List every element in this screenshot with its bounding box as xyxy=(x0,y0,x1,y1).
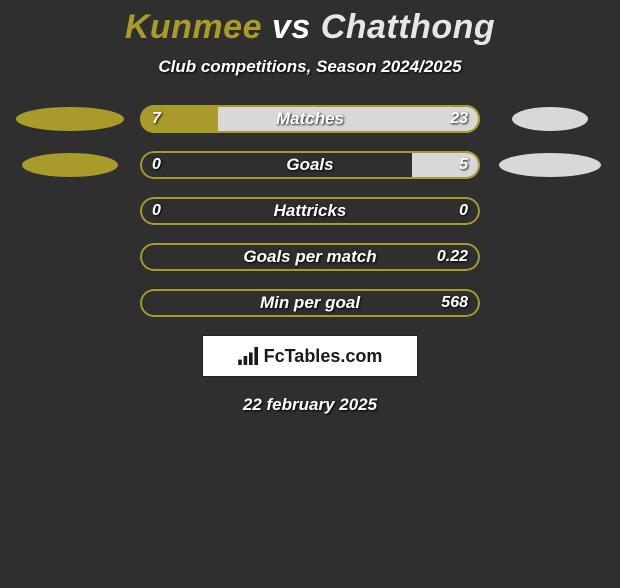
left-wing xyxy=(0,107,140,131)
bars-icon xyxy=(238,347,260,365)
metric-label: Hattricks xyxy=(274,201,347,221)
metric-label: Min per goal xyxy=(260,293,360,313)
left-value: 0 xyxy=(152,202,161,220)
title-player1: Kunmee xyxy=(125,8,262,46)
stat-row: 568 Min per goal xyxy=(0,289,620,317)
stat-bar: 0 0 Hattricks xyxy=(140,197,480,225)
left-ellipse xyxy=(22,153,118,177)
metric-label: Matches xyxy=(276,109,344,129)
comparison-chart: 7 23 Matches 0 5 Goals 0 0 Hattricks 0.22 Goals pe… xyxy=(0,105,620,317)
bar-right-fill xyxy=(412,151,480,179)
right-wing xyxy=(480,153,620,177)
brand-text: FcTables.com xyxy=(264,346,383,367)
page-title: Kunmee vs Chatthong xyxy=(0,8,620,47)
left-value: 0 xyxy=(152,156,161,174)
stat-row: 0 0 Hattricks xyxy=(0,197,620,225)
title-player2: Chatthong xyxy=(321,8,495,46)
right-ellipse xyxy=(512,107,588,131)
right-value: 568 xyxy=(441,294,468,312)
left-wing xyxy=(0,153,140,177)
right-value: 0 xyxy=(459,202,468,220)
subtitle: Club competitions, Season 2024/2025 xyxy=(0,57,620,77)
right-wing xyxy=(480,107,620,131)
right-value: 5 xyxy=(459,156,468,174)
metric-label: Goals xyxy=(286,155,333,175)
stat-bar: 7 23 Matches xyxy=(140,105,480,133)
stat-row: 0 5 Goals xyxy=(0,151,620,179)
bar-right-fill xyxy=(218,105,480,133)
stat-bar: 568 Min per goal xyxy=(140,289,480,317)
left-value: 7 xyxy=(152,110,161,128)
right-value: 23 xyxy=(450,110,468,128)
stat-bar: 0 5 Goals xyxy=(140,151,480,179)
right-value: 0.22 xyxy=(437,248,468,266)
metric-label: Goals per match xyxy=(243,247,376,267)
left-ellipse xyxy=(16,107,124,131)
stat-row: 7 23 Matches xyxy=(0,105,620,133)
stat-bar: 0.22 Goals per match xyxy=(140,243,480,271)
title-vs: vs xyxy=(262,8,321,46)
right-ellipse xyxy=(499,153,601,177)
brand-box: FcTables.com xyxy=(202,335,418,377)
stat-row: 0.22 Goals per match xyxy=(0,243,620,271)
date-text: 22 february 2025 xyxy=(0,395,620,415)
